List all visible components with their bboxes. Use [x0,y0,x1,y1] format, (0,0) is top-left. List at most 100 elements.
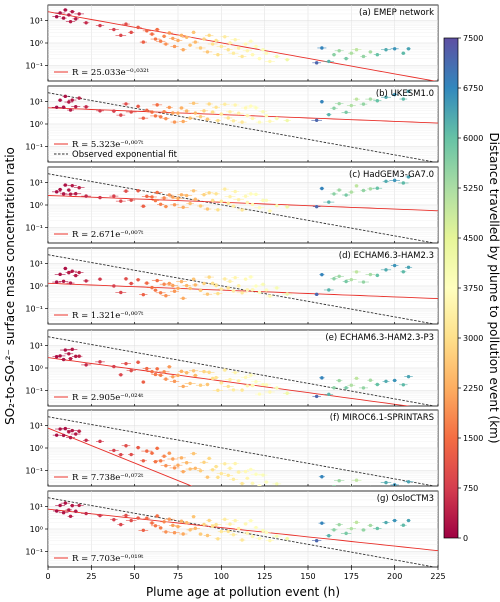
data-point [216,291,220,296]
data-point [112,364,116,369]
data-point [344,56,348,61]
data-point [264,198,269,203]
data-point [155,27,159,32]
panel-c: 10⁻¹ 10⁰ 10¹ (c) HadGEM3-GA7.0 R = 2.671e⁻⁰·… [25,166,439,244]
data-point [226,201,230,205]
data-point [332,277,336,281]
x-axis-title: Plume age at pollution event (h) [146,585,340,599]
data-point [231,289,236,293]
data-point [314,118,319,122]
data-point [349,190,354,194]
data-point [63,94,68,99]
data-point [84,21,88,25]
data-point [236,46,241,50]
data-point [155,367,159,371]
data-point [214,105,218,109]
data-point [184,461,189,465]
data-point [167,281,172,286]
data-point [191,514,196,519]
data-point [129,198,133,202]
data-point [228,377,232,382]
data-point [401,51,406,55]
data-point [58,187,62,192]
y-tick-label: 10¹ [30,260,43,269]
data-point [74,192,78,196]
panel-f: 10⁻¹ 10⁰ 10¹ (f) MIROC6.1-SPRINTARS R = 7.73… [25,409,439,487]
data-point [223,462,227,466]
data-point [384,379,388,383]
data-point [207,191,211,195]
data-point [216,52,220,57]
data-point [207,370,211,375]
data-point [236,379,241,383]
data-point [193,526,198,531]
legend-fit-label: R = 7.738e⁻⁰·⁰⁷²ᵗ [72,473,144,483]
data-point [226,48,230,52]
data-point [250,52,255,57]
data-point [162,34,166,38]
data-point [240,481,244,486]
data-point [257,205,262,210]
data-point [67,13,71,17]
data-point [58,11,62,15]
data-point [167,105,172,110]
data-point [249,192,253,196]
data-point [191,101,196,105]
legend-observed-label: Observed exponential fit [72,150,178,160]
data-point [167,451,172,455]
data-point [216,118,220,123]
data-point [210,468,215,472]
panel-label: (b) UKESM1.0 [376,89,434,99]
data-point [84,279,88,283]
y-tick-label: 10¹ [30,503,43,512]
data-point [70,183,74,188]
data-point [70,428,74,433]
data-point [67,188,71,192]
data-point [162,282,166,286]
data-point [249,104,253,108]
data-point [254,380,258,384]
data-point [261,382,265,387]
data-point [240,388,244,392]
data-point [320,475,324,479]
data-point [172,44,177,49]
data-point [202,369,206,374]
data-point [61,192,66,196]
data-point [228,522,232,526]
panel-label: (a) EMEP network [359,8,434,18]
data-point [219,112,224,116]
data-point [193,197,198,201]
data-point [375,273,380,278]
data-point [210,281,215,286]
data-point [188,467,192,471]
data-point [375,382,380,387]
colorbar-title: Distance travelled by plume to pollution… [487,132,500,443]
data-point [63,8,68,12]
data-point [392,47,397,51]
data-point [210,110,215,114]
data-point [384,520,388,525]
data-point [349,277,354,282]
data-point [129,518,133,523]
data-point [98,277,102,281]
data-point [226,286,230,290]
data-point [231,204,236,208]
data-point [236,198,241,202]
data-point [375,186,380,190]
data-point [136,516,140,520]
y-tick-label: 10¹ [30,17,43,26]
data-point [243,106,248,110]
data-point [181,205,185,209]
panel-g: 10⁻¹ 10⁰ 10¹ (g) OsloCTM3 R = 7.703e⁻⁰·⁰¹⁹ᵗ [25,490,439,568]
data-point [171,457,175,461]
data-point [67,270,71,275]
data-point [226,473,230,477]
colorbar: 0 750 1500 2250 3000 3750 4500 5250 6000 6750 7500 [443,34,483,543]
data-point [240,291,244,295]
fit-line [48,508,438,552]
data-point [84,105,88,109]
data-point [172,379,177,384]
data-point [150,285,154,290]
data-point [337,478,341,483]
data-point [74,354,78,359]
